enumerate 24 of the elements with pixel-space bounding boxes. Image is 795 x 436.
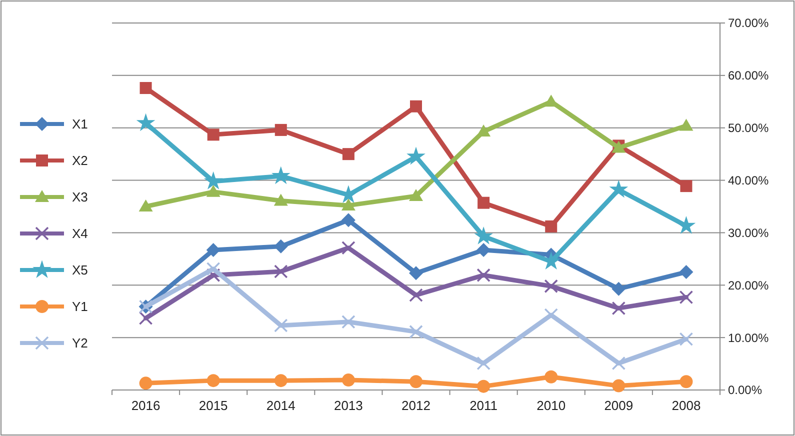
y-tick-label: 20.00% — [728, 278, 770, 292]
x-tick-label: 2011 — [470, 398, 498, 413]
y-tick-label: 50.00% — [728, 121, 770, 136]
x-tick-label: 2010 — [536, 398, 566, 413]
y-tick-label: 10.00% — [728, 330, 770, 345]
legend-label: X1 — [72, 116, 88, 132]
legend-label: X4 — [72, 226, 88, 242]
x-tick-label: 2013 — [334, 398, 363, 413]
x-tick-label: 2009 — [604, 398, 634, 413]
legend-label: Y1 — [72, 299, 88, 314]
y-tick-label: 70.00% — [728, 16, 770, 30]
x-tick-label: 2015 — [198, 398, 228, 413]
x-tick-label: 2012 — [402, 398, 430, 413]
y-tick-label: 40.00% — [728, 173, 770, 188]
y-tick-label: 60.00% — [728, 68, 770, 83]
legend-label: X5 — [72, 262, 88, 278]
y-tick-label: 30.00% — [728, 226, 770, 240]
x-tick-label: 2014 — [266, 398, 296, 413]
y-tick-label: 0.00% — [728, 383, 762, 398]
legend-label: Y2 — [72, 336, 88, 351]
legend-label: X3 — [72, 190, 88, 205]
x-tick-label: 2016 — [131, 398, 160, 413]
x-tick-label: 2008 — [672, 398, 701, 413]
legend-label: X2 — [72, 153, 88, 168]
